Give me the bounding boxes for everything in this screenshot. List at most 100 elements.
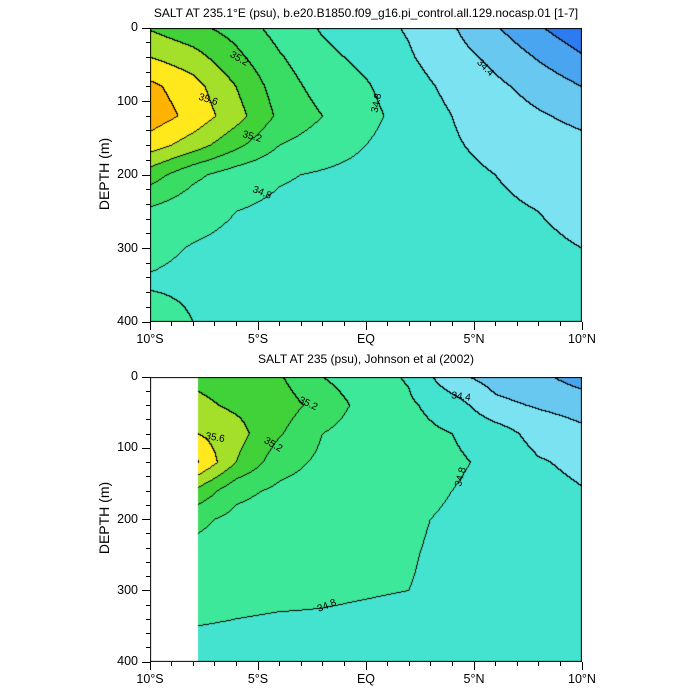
y-axis-tick bbox=[142, 248, 150, 249]
x-axis-minor-tick bbox=[495, 322, 497, 326]
x-tick-label: 10°S bbox=[136, 672, 164, 686]
y-axis-tick bbox=[142, 376, 150, 378]
y-tick-label: 200 bbox=[117, 511, 138, 526]
x-axis-minor-tick bbox=[279, 662, 281, 666]
x-axis-minor-tick bbox=[538, 322, 540, 326]
x-tick-label: 5°N bbox=[463, 332, 485, 346]
x-axis-tick bbox=[257, 322, 259, 330]
x-tick-label: 10°N bbox=[568, 332, 596, 346]
y-axis-minor-tick bbox=[146, 390, 150, 392]
x-axis-minor-tick bbox=[214, 662, 216, 666]
x-axis-minor-tick bbox=[192, 662, 194, 666]
x-axis-minor-tick bbox=[235, 662, 237, 666]
y-axis-minor-tick bbox=[146, 547, 150, 549]
x-tick-label: EQ bbox=[356, 672, 376, 686]
x-axis-minor-tick bbox=[192, 322, 194, 326]
y-axis-tick bbox=[142, 174, 150, 176]
x-axis-minor-tick bbox=[387, 322, 389, 326]
y-axis-minor-tick bbox=[146, 56, 150, 58]
y-axis-tick bbox=[142, 101, 150, 102]
y-axis-tick bbox=[142, 519, 150, 520]
y-axis-minor-tick bbox=[146, 476, 150, 478]
x-axis-minor-tick bbox=[559, 322, 561, 326]
y-axis-minor-tick bbox=[146, 576, 150, 577]
x-tick-label: EQ bbox=[356, 332, 376, 346]
x-axis-tick bbox=[473, 662, 475, 670]
x-axis-minor-tick bbox=[322, 662, 324, 666]
x-axis-minor-tick bbox=[279, 322, 281, 326]
x-axis-minor-tick bbox=[430, 322, 432, 326]
y-axis-minor-tick bbox=[146, 218, 150, 220]
chart-title: SALT AT 235 (psu), Johnson et al (2002) bbox=[258, 352, 474, 366]
y-axis-minor-tick bbox=[146, 159, 150, 161]
contour-plot-canvas bbox=[150, 28, 582, 322]
x-axis-minor-tick bbox=[451, 322, 453, 326]
y-tick-label: 400 bbox=[117, 654, 138, 668]
y-axis-minor-tick bbox=[146, 189, 150, 191]
chart-title: SALT AT 235.1°E (psu), b.e20.B1850.f09_g… bbox=[153, 6, 579, 20]
y-axis-minor-tick bbox=[146, 262, 150, 264]
x-axis-minor-tick bbox=[387, 662, 389, 666]
x-tick-label: 5°S bbox=[247, 332, 269, 346]
y-axis-minor-tick bbox=[146, 130, 150, 132]
y-axis-minor-tick bbox=[146, 306, 150, 308]
x-axis-minor-tick bbox=[538, 662, 540, 666]
contour-plot-canvas bbox=[150, 377, 582, 662]
x-axis-minor-tick bbox=[300, 322, 302, 326]
x-axis-minor-tick bbox=[408, 322, 410, 326]
y-tick-label: 0 bbox=[131, 369, 138, 383]
x-axis-minor-tick bbox=[495, 662, 497, 666]
y-axis-minor-tick bbox=[146, 533, 150, 535]
x-axis-tick bbox=[473, 322, 475, 330]
y-axis-minor-tick bbox=[146, 233, 150, 235]
y-tick-label: 100 bbox=[117, 440, 138, 455]
y-axis-tick bbox=[142, 590, 150, 592]
y-axis-minor-tick bbox=[146, 618, 150, 620]
x-axis-minor-tick bbox=[322, 322, 324, 326]
x-axis-tick bbox=[365, 662, 367, 670]
y-axis-minor-tick bbox=[146, 462, 150, 463]
y-axis-minor-tick bbox=[146, 292, 150, 294]
y-tick-label: 300 bbox=[117, 582, 138, 597]
y-tick-label: 400 bbox=[117, 314, 138, 328]
x-axis-minor-tick bbox=[300, 662, 302, 666]
x-axis-minor-tick bbox=[516, 662, 518, 666]
y-axis-minor-tick bbox=[146, 490, 150, 492]
y-axis-minor-tick bbox=[146, 277, 150, 279]
x-axis-tick bbox=[149, 662, 151, 670]
y-axis-tick bbox=[142, 447, 150, 449]
x-tick-label: 10°S bbox=[136, 332, 164, 346]
x-axis-minor-tick bbox=[214, 322, 216, 326]
y-axis-minor-tick bbox=[146, 604, 150, 606]
y-axis-tick bbox=[142, 321, 150, 323]
y-axis-minor-tick bbox=[146, 419, 150, 421]
y-tick-label: 200 bbox=[117, 167, 138, 181]
y-axis-minor-tick bbox=[146, 145, 150, 147]
x-axis-minor-tick bbox=[516, 322, 518, 326]
y-axis-tick bbox=[142, 661, 150, 663]
y-axis-minor-tick bbox=[146, 504, 150, 506]
x-axis-minor-tick bbox=[235, 322, 237, 326]
y-axis-tick bbox=[142, 27, 150, 29]
x-axis-minor-tick bbox=[343, 322, 345, 326]
x-axis-minor-tick bbox=[559, 662, 561, 666]
x-tick-label: 5°S bbox=[247, 672, 269, 686]
y-axis-minor-tick bbox=[146, 115, 150, 117]
x-axis-tick bbox=[257, 662, 259, 670]
x-axis-minor-tick bbox=[408, 662, 410, 666]
y-axis-minor-tick bbox=[146, 71, 150, 73]
x-axis-minor-tick bbox=[451, 662, 453, 666]
y-tick-label: 300 bbox=[117, 240, 138, 255]
x-axis-minor-tick bbox=[171, 662, 173, 666]
y-axis-minor-tick bbox=[146, 203, 150, 205]
y-axis-minor-tick bbox=[146, 633, 150, 634]
y-axis-minor-tick bbox=[146, 561, 150, 563]
y-tick-label: 0 bbox=[131, 20, 138, 34]
y-axis-minor-tick bbox=[146, 405, 150, 406]
x-axis-minor-tick bbox=[430, 662, 432, 666]
y-axis-minor-tick bbox=[146, 86, 150, 88]
x-tick-label: 10°N bbox=[568, 672, 596, 686]
x-tick-label: 5°N bbox=[463, 672, 485, 686]
x-axis-minor-tick bbox=[171, 322, 173, 326]
